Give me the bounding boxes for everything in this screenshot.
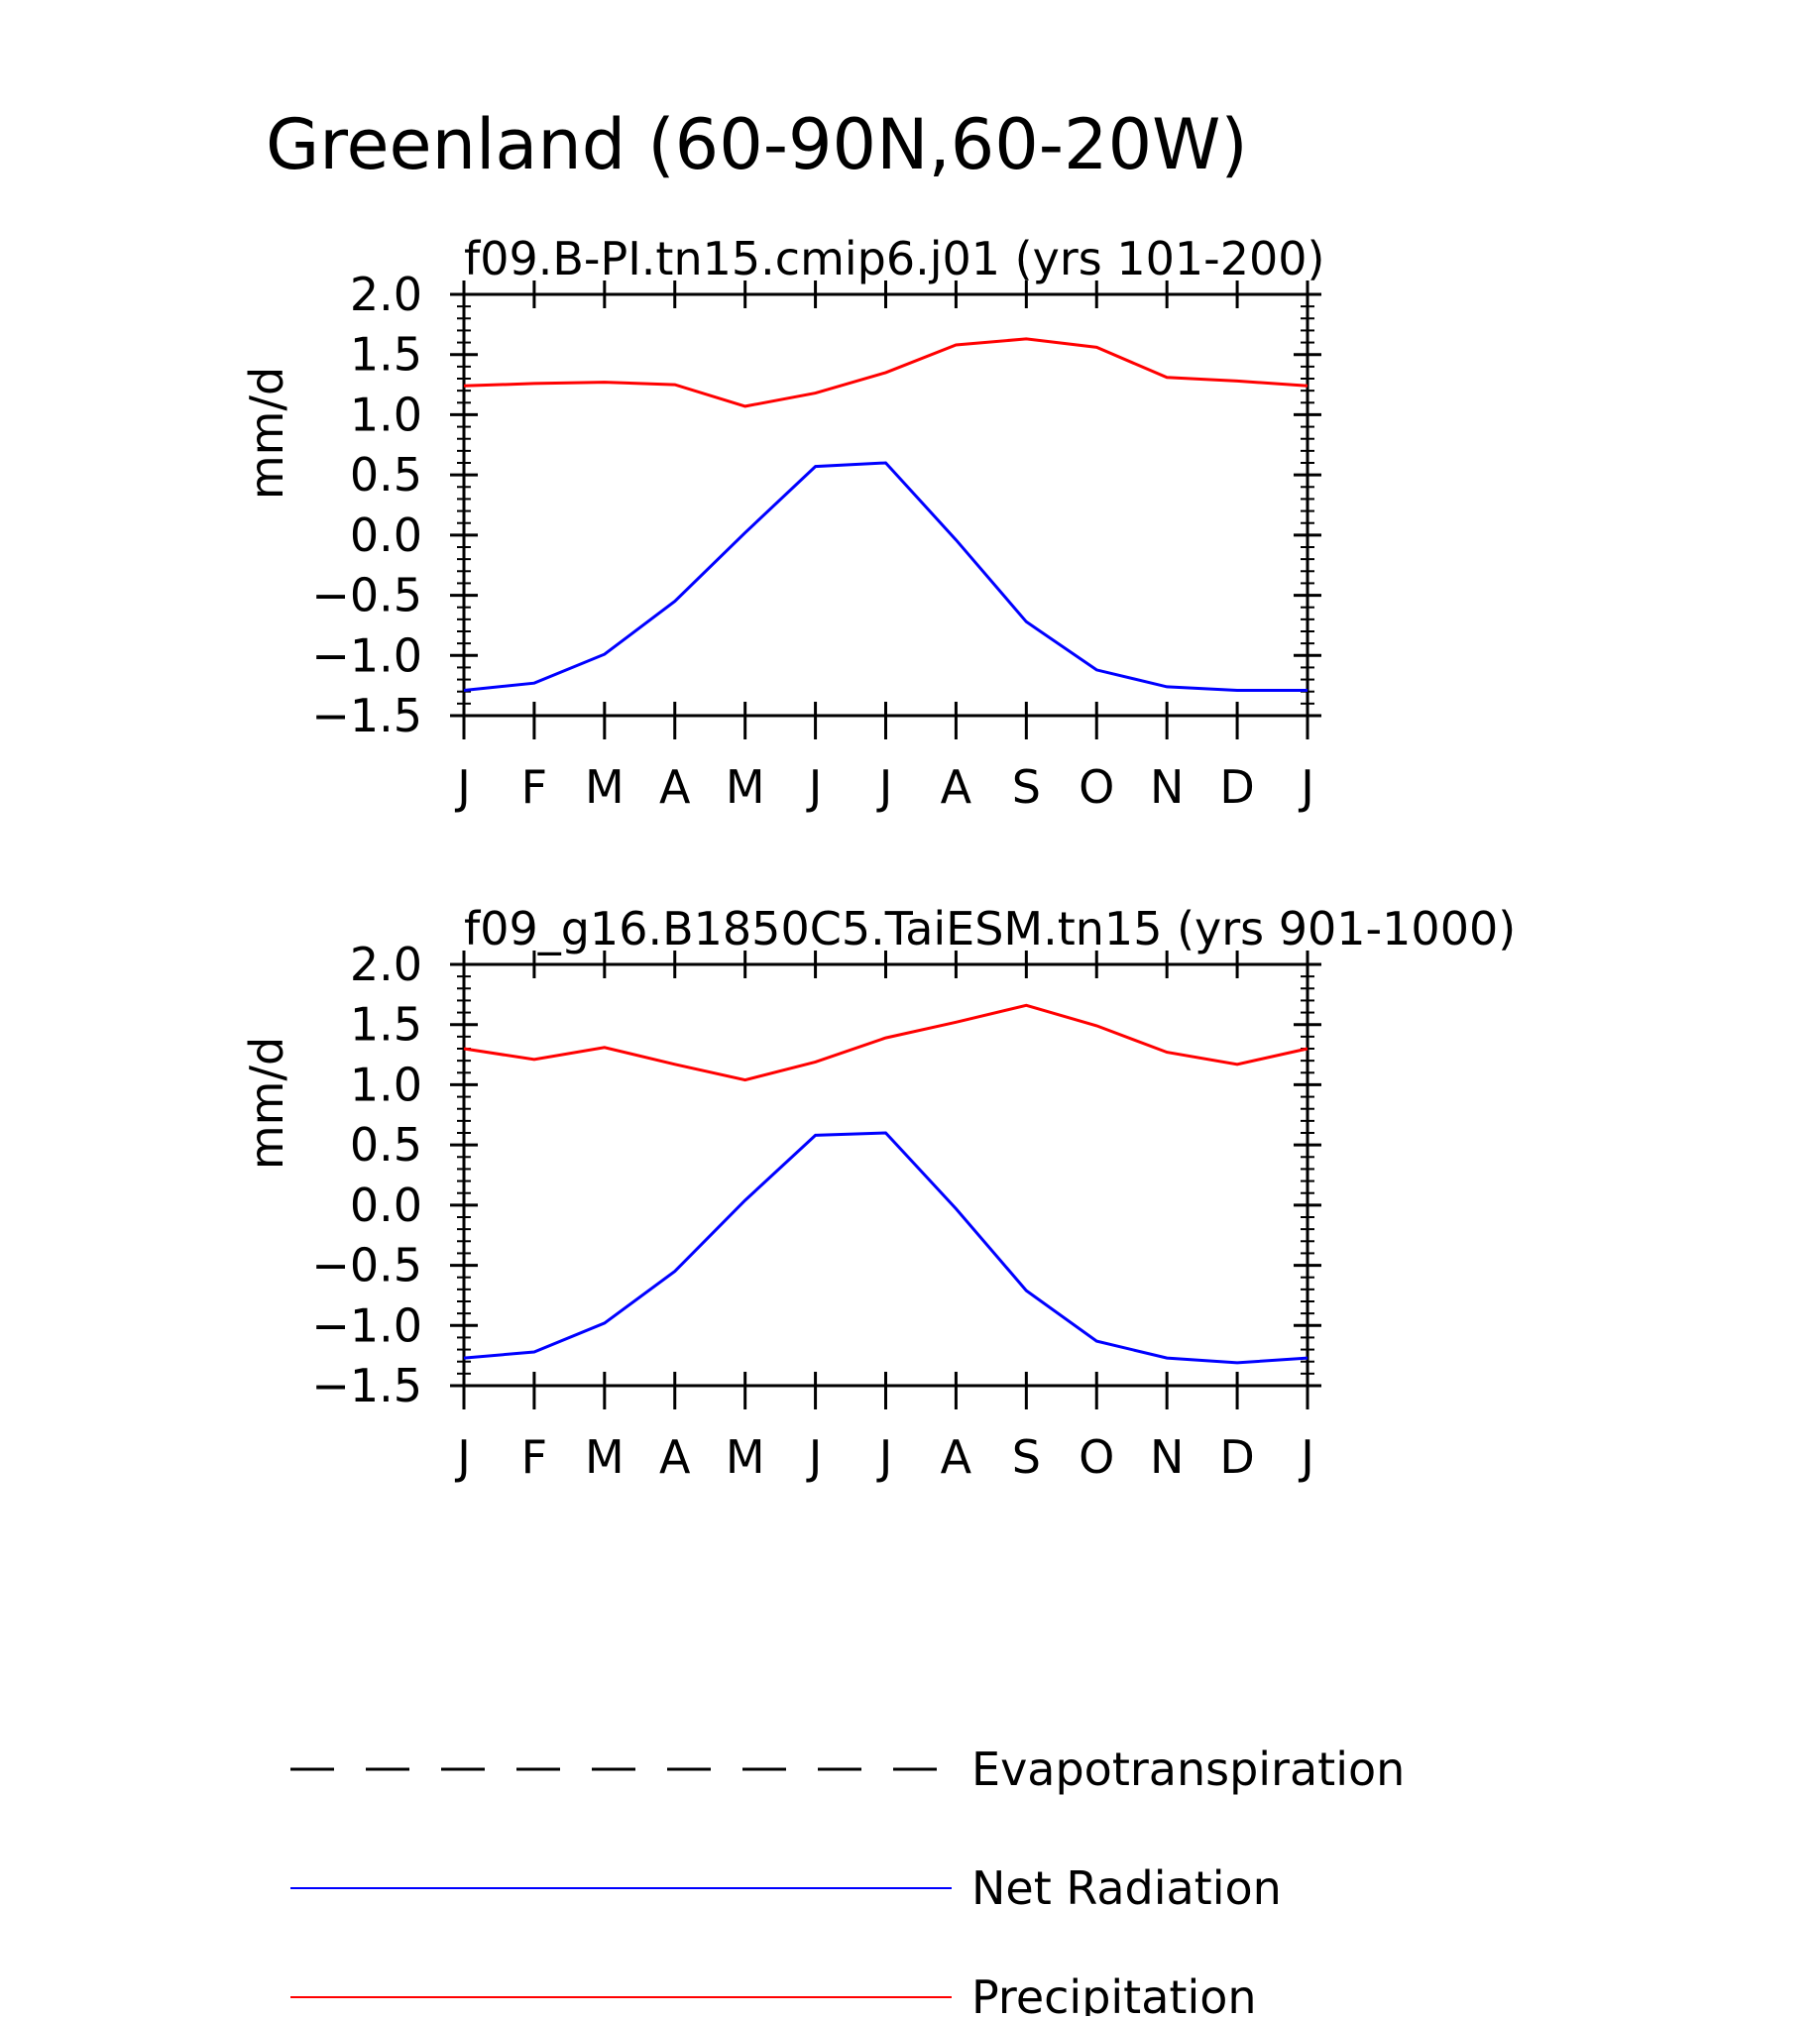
y-tick-label: 2.0 bbox=[350, 268, 422, 321]
x-tick-label: A bbox=[941, 1430, 972, 1484]
x-tick-label: J bbox=[1298, 1430, 1314, 1484]
series-line-precipitation bbox=[463, 337, 1308, 408]
y-tick-label: −0.5 bbox=[311, 1239, 422, 1292]
y-axis-label: mm/d bbox=[240, 1037, 293, 1170]
y-tick-label: 1.5 bbox=[350, 998, 422, 1052]
x-tick-label: O bbox=[1079, 1430, 1114, 1484]
figure-title: Greenland (60-90N,60-20W) bbox=[266, 104, 1248, 185]
x-tick-label: N bbox=[1150, 760, 1184, 814]
x-tick-label: J bbox=[806, 760, 823, 814]
y-tick-label: −1.0 bbox=[311, 628, 422, 682]
x-tick-label: F bbox=[521, 760, 547, 814]
x-tick-label: N bbox=[1150, 1430, 1184, 1484]
series-line-net-radiation bbox=[463, 1131, 1308, 1365]
legend-label: Precipitation bbox=[971, 1970, 1257, 2016]
series-line-precipitation bbox=[463, 1003, 1308, 1082]
x-tick-label: S bbox=[1012, 760, 1041, 814]
x-tick-label: S bbox=[1012, 1430, 1041, 1484]
x-tick-label: O bbox=[1079, 760, 1114, 814]
legend-label: Net Radiation bbox=[971, 1861, 1282, 1915]
y-tick-label: 0.5 bbox=[350, 1118, 422, 1172]
y-tick-label: 0.5 bbox=[350, 448, 422, 502]
x-tick-label: A bbox=[659, 760, 691, 814]
y-tick-label: −1.0 bbox=[311, 1298, 422, 1352]
x-tick-label: J bbox=[454, 1430, 471, 1484]
x-tick-label: M bbox=[726, 760, 765, 814]
x-tick-label: J bbox=[876, 760, 893, 814]
x-tick-label: D bbox=[1219, 760, 1254, 814]
y-axis-label: mm/d bbox=[240, 367, 293, 500]
y-tick-label: 2.0 bbox=[350, 938, 422, 991]
x-tick-label: A bbox=[941, 760, 972, 814]
plot-frame bbox=[462, 292, 1309, 718]
plot-frame bbox=[462, 962, 1309, 1388]
y-tick-label: 0.0 bbox=[350, 508, 422, 562]
legend: Evapotranspiration Net Radiation Precipita… bbox=[290, 1742, 1405, 2020]
chart-panel-1: f09.B-PI.tn15.cmip6.j01 (yrs 101-200) mm/… bbox=[240, 232, 1325, 814]
y-tick-label: 1.0 bbox=[350, 388, 422, 441]
y-tick-label: 0.0 bbox=[350, 1178, 422, 1232]
x-tick-label: M bbox=[726, 1430, 765, 1484]
x-tick-label: J bbox=[806, 1430, 823, 1484]
x-tick-label: J bbox=[1298, 760, 1314, 814]
x-tick-label: F bbox=[521, 1430, 547, 1484]
y-tick-label: 1.0 bbox=[350, 1058, 422, 1111]
y-tick-label: −1.5 bbox=[311, 689, 422, 742]
panels: f09.B-PI.tn15.cmip6.j01 (yrs 101-200) mm/… bbox=[240, 232, 1516, 1484]
y-tick-label: −1.5 bbox=[311, 1359, 422, 1412]
x-tick-label: J bbox=[454, 760, 471, 814]
x-tick-label: M bbox=[585, 760, 625, 814]
panel-title: f09.B-PI.tn15.cmip6.j01 (yrs 101-200) bbox=[464, 232, 1325, 285]
legend-label: Evapotranspiration bbox=[971, 1742, 1405, 1796]
y-tick-label: 1.5 bbox=[350, 328, 422, 382]
x-tick-label: D bbox=[1219, 1430, 1254, 1484]
legend-item: Evapotranspiration bbox=[290, 1742, 1405, 1796]
series-line-net-radiation bbox=[463, 461, 1308, 692]
x-tick-label: J bbox=[876, 1430, 893, 1484]
chart-panel-2: f09_g16.B1850C5.TaiESM.tn15 (yrs 901-100… bbox=[240, 902, 1516, 1484]
x-tick-label: M bbox=[585, 1430, 625, 1484]
panel-title: f09_g16.B1850C5.TaiESM.tn15 (yrs 901-100… bbox=[464, 902, 1516, 955]
legend-item: Precipitation bbox=[290, 1970, 1257, 2020]
y-tick-label: −0.5 bbox=[311, 569, 422, 622]
x-tick-label: A bbox=[659, 1430, 691, 1484]
legend-item: Net Radiation bbox=[290, 1861, 1282, 1915]
